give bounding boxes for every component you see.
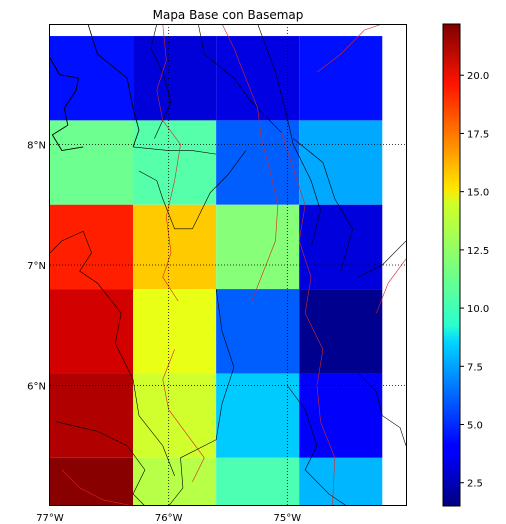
- river: [221, 23, 279, 302]
- colorbar-tick-label: 15.0: [467, 188, 489, 199]
- heatmap-cell: [299, 36, 383, 121]
- admin-border: [287, 385, 347, 507]
- y-axis-ticks: 8°N 7°N 6°N: [27, 141, 46, 393]
- admin-border: [133, 146, 217, 155]
- colorbar-tick-label: 20.0: [467, 71, 489, 82]
- colorbar-tick-label: 7.5: [467, 362, 483, 373]
- admin-border: [198, 23, 282, 133]
- colorbar-tick-label: 2.5: [467, 479, 483, 490]
- x-axis-ticks: 77°W 76°W 75°W: [36, 513, 301, 524]
- river: [162, 349, 205, 483]
- map-frame: [49, 24, 407, 506]
- heatmap-cell: [50, 457, 134, 506]
- heatmap-cell: [50, 204, 134, 290]
- heatmap-cell: [216, 36, 300, 121]
- heatmap-cell: [133, 36, 217, 121]
- heatmap-cell: [299, 373, 383, 458]
- map-cells: [50, 36, 383, 506]
- admin-border: [49, 230, 98, 284]
- chart-title: Mapa Base con Basemap: [153, 8, 304, 22]
- x-tick-label: 75°W: [274, 513, 302, 524]
- x-tick-label: 77°W: [36, 513, 64, 524]
- gridlines: [50, 24, 406, 506]
- admin-border: [150, 23, 172, 139]
- heatmap-cell: [133, 457, 217, 506]
- heatmap-cell: [299, 120, 383, 205]
- colorbar-tick-label: 12.5: [467, 246, 489, 257]
- river: [316, 23, 383, 73]
- heatmap-cell: [50, 36, 134, 121]
- river: [156, 23, 181, 302]
- heatmap-cell: [133, 373, 217, 458]
- heatmap-cell: [50, 289, 134, 374]
- admin-border: [97, 282, 175, 476]
- river: [376, 258, 407, 314]
- heatmap-cell: [299, 289, 383, 374]
- admin-border: [358, 240, 407, 278]
- heatmap-cell: [216, 204, 300, 290]
- colorbar-tick-label: 10.0: [467, 304, 489, 315]
- y-tick-label: 6°N: [27, 382, 46, 393]
- admin-border: [138, 150, 247, 230]
- river: [281, 132, 336, 507]
- heatmap-cell: [133, 204, 217, 290]
- admin-border: [168, 289, 235, 507]
- heatmap-cell: [133, 120, 217, 205]
- heatmap-cell: [299, 204, 383, 290]
- river: [61, 469, 134, 507]
- heatmap-cell: [299, 457, 383, 506]
- colorbar: [442, 23, 461, 507]
- heatmap-cell: [50, 373, 134, 458]
- admin-border: [293, 138, 353, 272]
- admin-border: [358, 373, 407, 446]
- colorbar-tick-label: 17.5: [467, 129, 489, 140]
- colorbar-ticks: 2.5 5.0 7.5 10.0 12.5 15.0 17.5 20.0: [460, 71, 489, 490]
- heatmap-cell: [216, 289, 300, 374]
- heatmap-cell: [50, 120, 134, 205]
- admin-border: [55, 421, 146, 507]
- heatmap-cell: [216, 457, 300, 506]
- y-tick-label: 7°N: [27, 261, 46, 272]
- coastline: [87, 23, 140, 148]
- coastline: [49, 57, 84, 152]
- heatmap-cell: [216, 120, 300, 205]
- heatmap-cell: [133, 289, 217, 374]
- heatmap-cell: [216, 373, 300, 458]
- colorbar-tick-label: 5.0: [467, 421, 483, 432]
- y-tick-label: 8°N: [27, 141, 46, 152]
- x-tick-label: 76°W: [155, 513, 183, 524]
